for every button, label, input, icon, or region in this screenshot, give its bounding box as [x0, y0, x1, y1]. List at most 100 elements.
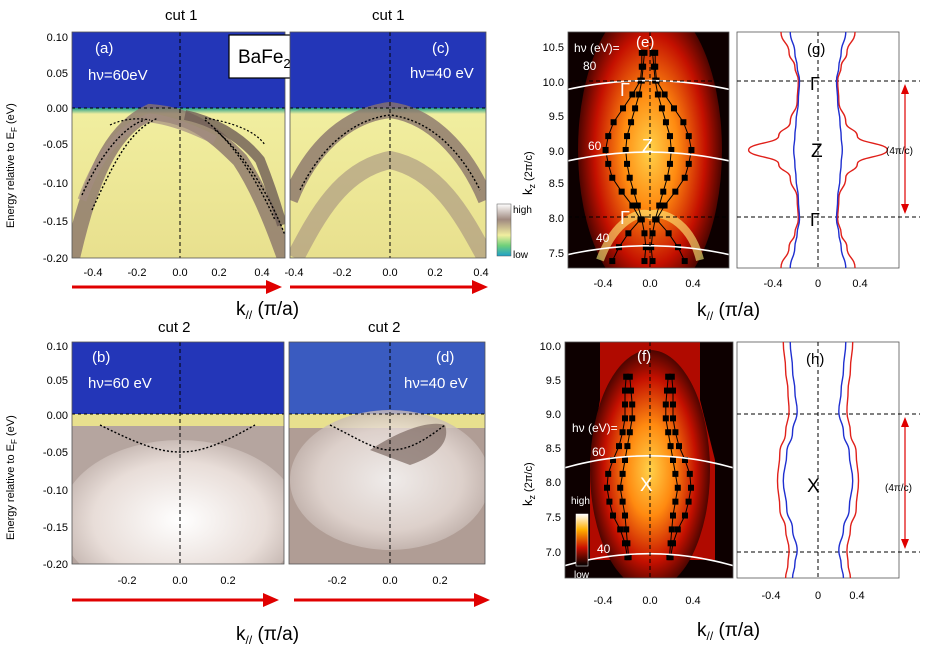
xtick-d-1: 0.0 [382, 575, 397, 587]
panel-f-x-point: X [640, 475, 653, 496]
xtick-e-0: -0.4 [594, 278, 613, 290]
panel-e-label: (e) [636, 34, 654, 51]
panel-f-yaxis: 7.0 7.5 8.0 8.5 9.0 9.5 10.0 [540, 341, 561, 559]
fs-colorbar-high: high [571, 496, 590, 507]
panel-f-inner-point-l12 [628, 387, 634, 394]
panel-f-outer-point-l13 [623, 373, 630, 380]
panel-e-inner-point-r7 [666, 160, 673, 167]
panel-f-inner-point-r2 [668, 526, 675, 533]
ytick-b-4: -0.10 [43, 485, 68, 497]
panel-e-inner-point-r2 [649, 230, 656, 237]
fs-colorbar [575, 513, 589, 567]
panel-f-inner-point-l6 [619, 470, 626, 477]
panel-a-dispersion-4 [204, 117, 266, 146]
xtick-h-2: 0.4 [849, 590, 864, 602]
panel-f-outer-point-l10 [622, 415, 628, 422]
panel-g-red-curve-left [747, 31, 800, 269]
xtick-a-3: 0.2 [211, 267, 226, 279]
panel-e-inner-point-l1 [642, 244, 649, 251]
xtick-e-1: 0.0 [642, 278, 657, 290]
ytick-b-5: -0.15 [43, 522, 68, 534]
panel-f-outer-point-l2 [617, 526, 624, 533]
ytick-a-3: -0.05 [43, 139, 68, 151]
panel-h-period-arrowhead-down [901, 539, 909, 549]
panel-e-outer-point-r5 [672, 188, 679, 195]
panel-b-intensity-blob [72, 440, 284, 564]
panel-f-outer-point-r12 [670, 387, 676, 394]
xtick-a-4: 0.4 [254, 267, 269, 279]
panel-f-outer-point-r13 [668, 373, 675, 380]
panel-e-inner-point-l8 [622, 147, 629, 153]
panel-b-hv: hν=60 eV [88, 375, 152, 392]
xtick-c-0: -0.4 [285, 267, 304, 279]
kpar-label-top: k// (π/a) [236, 299, 299, 322]
ytick-b-2: 0.00 [47, 410, 68, 422]
panel-e-yaxis: 7.5 8.0 8.5 9.0 9.5 10.0 10.5 [543, 42, 564, 260]
panel-f-crossings [604, 373, 694, 561]
panel-e-inner-point-r0 [649, 258, 656, 265]
panel-e-outer-point-r0 [681, 258, 688, 265]
xtick-a-2: 0.0 [172, 267, 187, 279]
panel-e-inner-point-r12 [654, 91, 661, 98]
panel-e-outer-point-r4 [661, 202, 668, 209]
ytick-a-1: 0.05 [47, 68, 68, 80]
panel-e-outer-point-r8 [688, 147, 695, 153]
xtick-b-2: 0.2 [220, 575, 235, 587]
panel-b-frame [71, 341, 285, 565]
panel-e-outer-left-line [605, 52, 643, 262]
panel-e-inner-right-line [650, 52, 672, 262]
panel-e-outer-point-r10 [680, 119, 687, 126]
panel-g-xaxis: -0.4 0 0.4 [764, 278, 868, 290]
panel-e-inner-point-l12 [636, 91, 643, 98]
xtick-d-2: 0.2 [432, 575, 447, 587]
panel-f-inner-point-l5 [617, 484, 624, 491]
panel-f-inner-point-l10 [629, 415, 636, 422]
panel-e-inner-point-l14 [640, 63, 647, 70]
panel-d-intensity-blob [290, 410, 485, 550]
xtick-g-0: -0.4 [764, 278, 783, 290]
panel-c-frame [289, 31, 487, 259]
panel-f-inner-point-l8 [624, 443, 631, 450]
panel-e-gamma-bottom: Γ [620, 208, 630, 228]
panel-d-hv: hν=40 eV [404, 375, 468, 392]
bottom-kpar-arrows [72, 593, 490, 607]
panel-e-outer-right-line [654, 52, 692, 262]
panel-f-outer-point-r5 [688, 484, 694, 491]
panel-g-blue-curve-right [835, 31, 847, 269]
ytick-a-4: -0.10 [43, 178, 68, 190]
panel-f [565, 342, 733, 578]
panel-e-outer-point-l11 [620, 105, 627, 112]
ytick-b-3: -0.05 [43, 447, 68, 459]
panel-f-inner-point-r5 [674, 484, 681, 491]
panel-f-inner-point-r7 [670, 457, 676, 463]
kz-ylabel-bottom: kz (2π/c) [520, 462, 537, 506]
panel-e-outer-point-l2 [625, 230, 632, 237]
panel-e-outer-point-l0 [609, 258, 616, 265]
panel-e-inner-point-r9 [666, 133, 673, 140]
panel-e-outer-point-r11 [670, 105, 677, 112]
panel-f-outer-point-l6 [605, 470, 612, 477]
panel-b-xaxis: -0.2 0.0 0.2 [118, 575, 236, 587]
ytick-a-5: -0.15 [43, 216, 68, 228]
xtick-f-1: 0.0 [642, 595, 657, 607]
panel-f-inner-point-r13 [665, 373, 672, 380]
panel-f-inner-point-l11 [629, 401, 636, 408]
kpar-label-fs-bottom: k// (π/a) [697, 620, 760, 643]
panel-e-inner-point-l5 [630, 188, 637, 195]
panel-h-red-curve-left [776, 341, 790, 579]
panel-f-inner-point-r1 [667, 540, 674, 547]
arpes-colorbar-low: low [513, 250, 529, 261]
panel-f-inner-point-r0 [666, 554, 673, 561]
panel-f-frame [564, 341, 734, 579]
panel-e-outer-point-r9 [685, 133, 692, 140]
kz-ylabel-top: kz (2π/c) [520, 151, 537, 195]
panel-f-outer-point-l12 [622, 387, 628, 394]
panel-g-z-point: Z [811, 141, 823, 162]
xtick-g-2: 0.4 [852, 278, 867, 290]
panel-e-inner-point-r10 [662, 119, 669, 126]
ytick-f-2: 8.0 [546, 477, 561, 489]
panel-f-outer-point-l4 [606, 498, 613, 505]
panel-f-hv-curve-40 [565, 552, 733, 567]
panel-f-inner-point-l9 [626, 429, 633, 436]
arpes-colorbar [496, 203, 512, 257]
